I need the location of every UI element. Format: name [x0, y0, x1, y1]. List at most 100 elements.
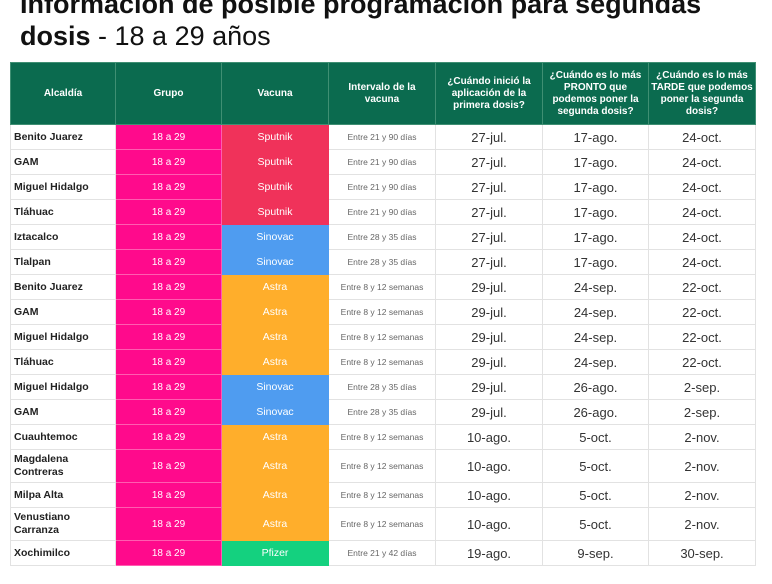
- cell-inicio: 10-ago.: [435, 482, 543, 508]
- cell-inicio: 27-jul.: [435, 224, 543, 250]
- cell-grupo: 18 a 29: [115, 174, 222, 200]
- cell-grupo: 18 a 29: [115, 274, 222, 300]
- cell-alcaldia: Xochimilco: [10, 540, 116, 566]
- cell-pronto: 17-ago.: [542, 124, 649, 150]
- title-bold: dosis: [20, 21, 91, 51]
- cell-grupo: 18 a 29: [115, 349, 222, 375]
- cell-tarde: 24-oct.: [648, 174, 756, 200]
- cell-pronto: 24-sep.: [542, 299, 649, 325]
- column-header-tarde: ¿Cuándo es lo más TARDE que podemos pone…: [648, 62, 756, 125]
- cell-intervalo: Entre 8 y 12 semanas: [328, 299, 436, 325]
- cell-tarde: 2-nov.: [648, 482, 756, 508]
- cell-grupo: 18 a 29: [115, 149, 222, 175]
- cell-grupo: 18 a 29: [115, 424, 222, 450]
- cell-grupo: 18 a 29: [115, 374, 222, 400]
- cell-alcaldia: Cuauhtemoc: [10, 424, 116, 450]
- cell-inicio: 27-jul.: [435, 249, 543, 275]
- cell-pronto: 9-sep.: [542, 540, 649, 566]
- cell-pronto: 5-oct.: [542, 507, 649, 541]
- cell-tarde: 22-oct.: [648, 324, 756, 350]
- cell-grupo: 18 a 29: [115, 249, 222, 275]
- cell-alcaldia: Benito Juarez: [10, 274, 116, 300]
- table-row: Iztacalco 18 a 29 Sinovac Entre 28 y 35 día…: [10, 224, 756, 250]
- cell-vacuna: Astra: [221, 299, 329, 325]
- cell-vacuna: Sinovac: [221, 399, 329, 425]
- table-row: Benito Juarez 18 a 29 Sputnik Entre 21 y 90…: [10, 124, 756, 150]
- schedule-table: Alcaldía Grupo Vacuna Intervalo de la vacun…: [10, 62, 756, 566]
- cell-pronto: 17-ago.: [542, 149, 649, 175]
- cell-vacuna: Astra: [221, 274, 329, 300]
- cell-alcaldia: GAM: [10, 399, 116, 425]
- cell-grupo: 18 a 29: [115, 224, 222, 250]
- cell-alcaldia: Milpa Alta: [10, 482, 116, 508]
- cell-grupo: 18 a 29: [115, 124, 222, 150]
- cell-intervalo: Entre 21 y 42 días: [328, 540, 436, 566]
- cell-inicio: 29-jul.: [435, 399, 543, 425]
- table-row: Miguel Hidalgo 18 a 29 Astra Entre 8 y 12 s…: [10, 324, 756, 350]
- cell-grupo: 18 a 29: [115, 324, 222, 350]
- cell-vacuna: Sputnik: [221, 174, 329, 200]
- cell-inicio: 10-ago.: [435, 507, 543, 541]
- cell-pronto: 24-sep.: [542, 349, 649, 375]
- cell-vacuna: Pfizer: [221, 540, 329, 566]
- cell-pronto: 17-ago.: [542, 249, 649, 275]
- cell-inicio: 10-ago.: [435, 424, 543, 450]
- cell-pronto: 5-oct.: [542, 424, 649, 450]
- cell-pronto: 17-ago.: [542, 224, 649, 250]
- cell-alcaldia: Tlalpan: [10, 249, 116, 275]
- cell-inicio: 27-jul.: [435, 199, 543, 225]
- cell-tarde: 22-oct.: [648, 349, 756, 375]
- cell-grupo: 18 a 29: [115, 399, 222, 425]
- cell-tarde: 2-sep.: [648, 374, 756, 400]
- cell-alcaldia: Miguel Hidalgo: [10, 374, 116, 400]
- cell-intervalo: Entre 8 y 12 semanas: [328, 324, 436, 350]
- cell-grupo: 18 a 29: [115, 482, 222, 508]
- cell-alcaldia: GAM: [10, 299, 116, 325]
- cell-vacuna: Astra: [221, 424, 329, 450]
- table-row: Magdalena Contreras 18 a 29 Astra Entre 8 y…: [10, 449, 756, 483]
- column-header-grupo: Grupo: [115, 62, 222, 125]
- cell-intervalo: Entre 28 y 35 días: [328, 224, 436, 250]
- table-row: Miguel Hidalgo 18 a 29 Sinovac Entre 28 y 3…: [10, 374, 756, 400]
- column-header-intervalo: Intervalo de la vacuna: [328, 62, 436, 125]
- cell-pronto: 17-ago.: [542, 174, 649, 200]
- cell-pronto: 5-oct.: [542, 449, 649, 483]
- cell-alcaldia: Benito Juarez: [10, 124, 116, 150]
- table-row: Xochimilco 18 a 29 Pfizer Entre 21 y 42 día…: [10, 540, 756, 566]
- cell-alcaldia: Miguel Hidalgo: [10, 174, 116, 200]
- cell-vacuna: Astra: [221, 507, 329, 541]
- cell-intervalo: Entre 21 y 90 días: [328, 124, 436, 150]
- cell-intervalo: Entre 21 y 90 días: [328, 149, 436, 175]
- table-row: GAM 18 a 29 Sputnik Entre 21 y 90 días 27-ju…: [10, 149, 756, 175]
- column-header-vacuna: Vacuna: [221, 62, 329, 125]
- cell-tarde: 2-nov.: [648, 449, 756, 483]
- cell-inicio: 29-jul.: [435, 374, 543, 400]
- table-row: Tláhuac 18 a 29 Astra Entre 8 y 12 semanas 2…: [10, 349, 756, 375]
- cell-intervalo: Entre 8 y 12 semanas: [328, 507, 436, 541]
- column-header-alcaldia: Alcaldía: [10, 62, 116, 125]
- cell-vacuna: Sinovac: [221, 374, 329, 400]
- cell-grupo: 18 a 29: [115, 507, 222, 541]
- table-row: Milpa Alta 18 a 29 Astra Entre 8 y 12 seman…: [10, 482, 756, 508]
- cell-intervalo: Entre 8 y 12 semanas: [328, 482, 436, 508]
- cell-pronto: 5-oct.: [542, 482, 649, 508]
- table-row: Venustiano Carranza 18 a 29 Astra Entre 8 y…: [10, 507, 756, 541]
- cell-vacuna: Sputnik: [221, 124, 329, 150]
- cell-inicio: 29-jul.: [435, 349, 543, 375]
- cell-vacuna: Astra: [221, 324, 329, 350]
- cell-intervalo: Entre 8 y 12 semanas: [328, 449, 436, 483]
- cell-vacuna: Astra: [221, 482, 329, 508]
- cell-intervalo: Entre 28 y 35 días: [328, 374, 436, 400]
- table-row: Tlalpan 18 a 29 Sinovac Entre 28 y 35 días 2…: [10, 249, 756, 275]
- cell-inicio: 27-jul.: [435, 174, 543, 200]
- cell-grupo: 18 a 29: [115, 449, 222, 483]
- page-title: Información de posible programación para…: [20, 0, 701, 52]
- cell-tarde: 2-nov.: [648, 507, 756, 541]
- cell-vacuna: Sputnik: [221, 149, 329, 175]
- cell-alcaldia: Miguel Hidalgo: [10, 324, 116, 350]
- cell-vacuna: Sputnik: [221, 199, 329, 225]
- cell-tarde: 22-oct.: [648, 274, 756, 300]
- cell-grupo: 18 a 29: [115, 540, 222, 566]
- table-row: GAM 18 a 29 Sinovac Entre 28 y 35 días 29-ju…: [10, 399, 756, 425]
- table-row: Cuauhtemoc 18 a 29 Astra Entre 8 y 12 seman…: [10, 424, 756, 450]
